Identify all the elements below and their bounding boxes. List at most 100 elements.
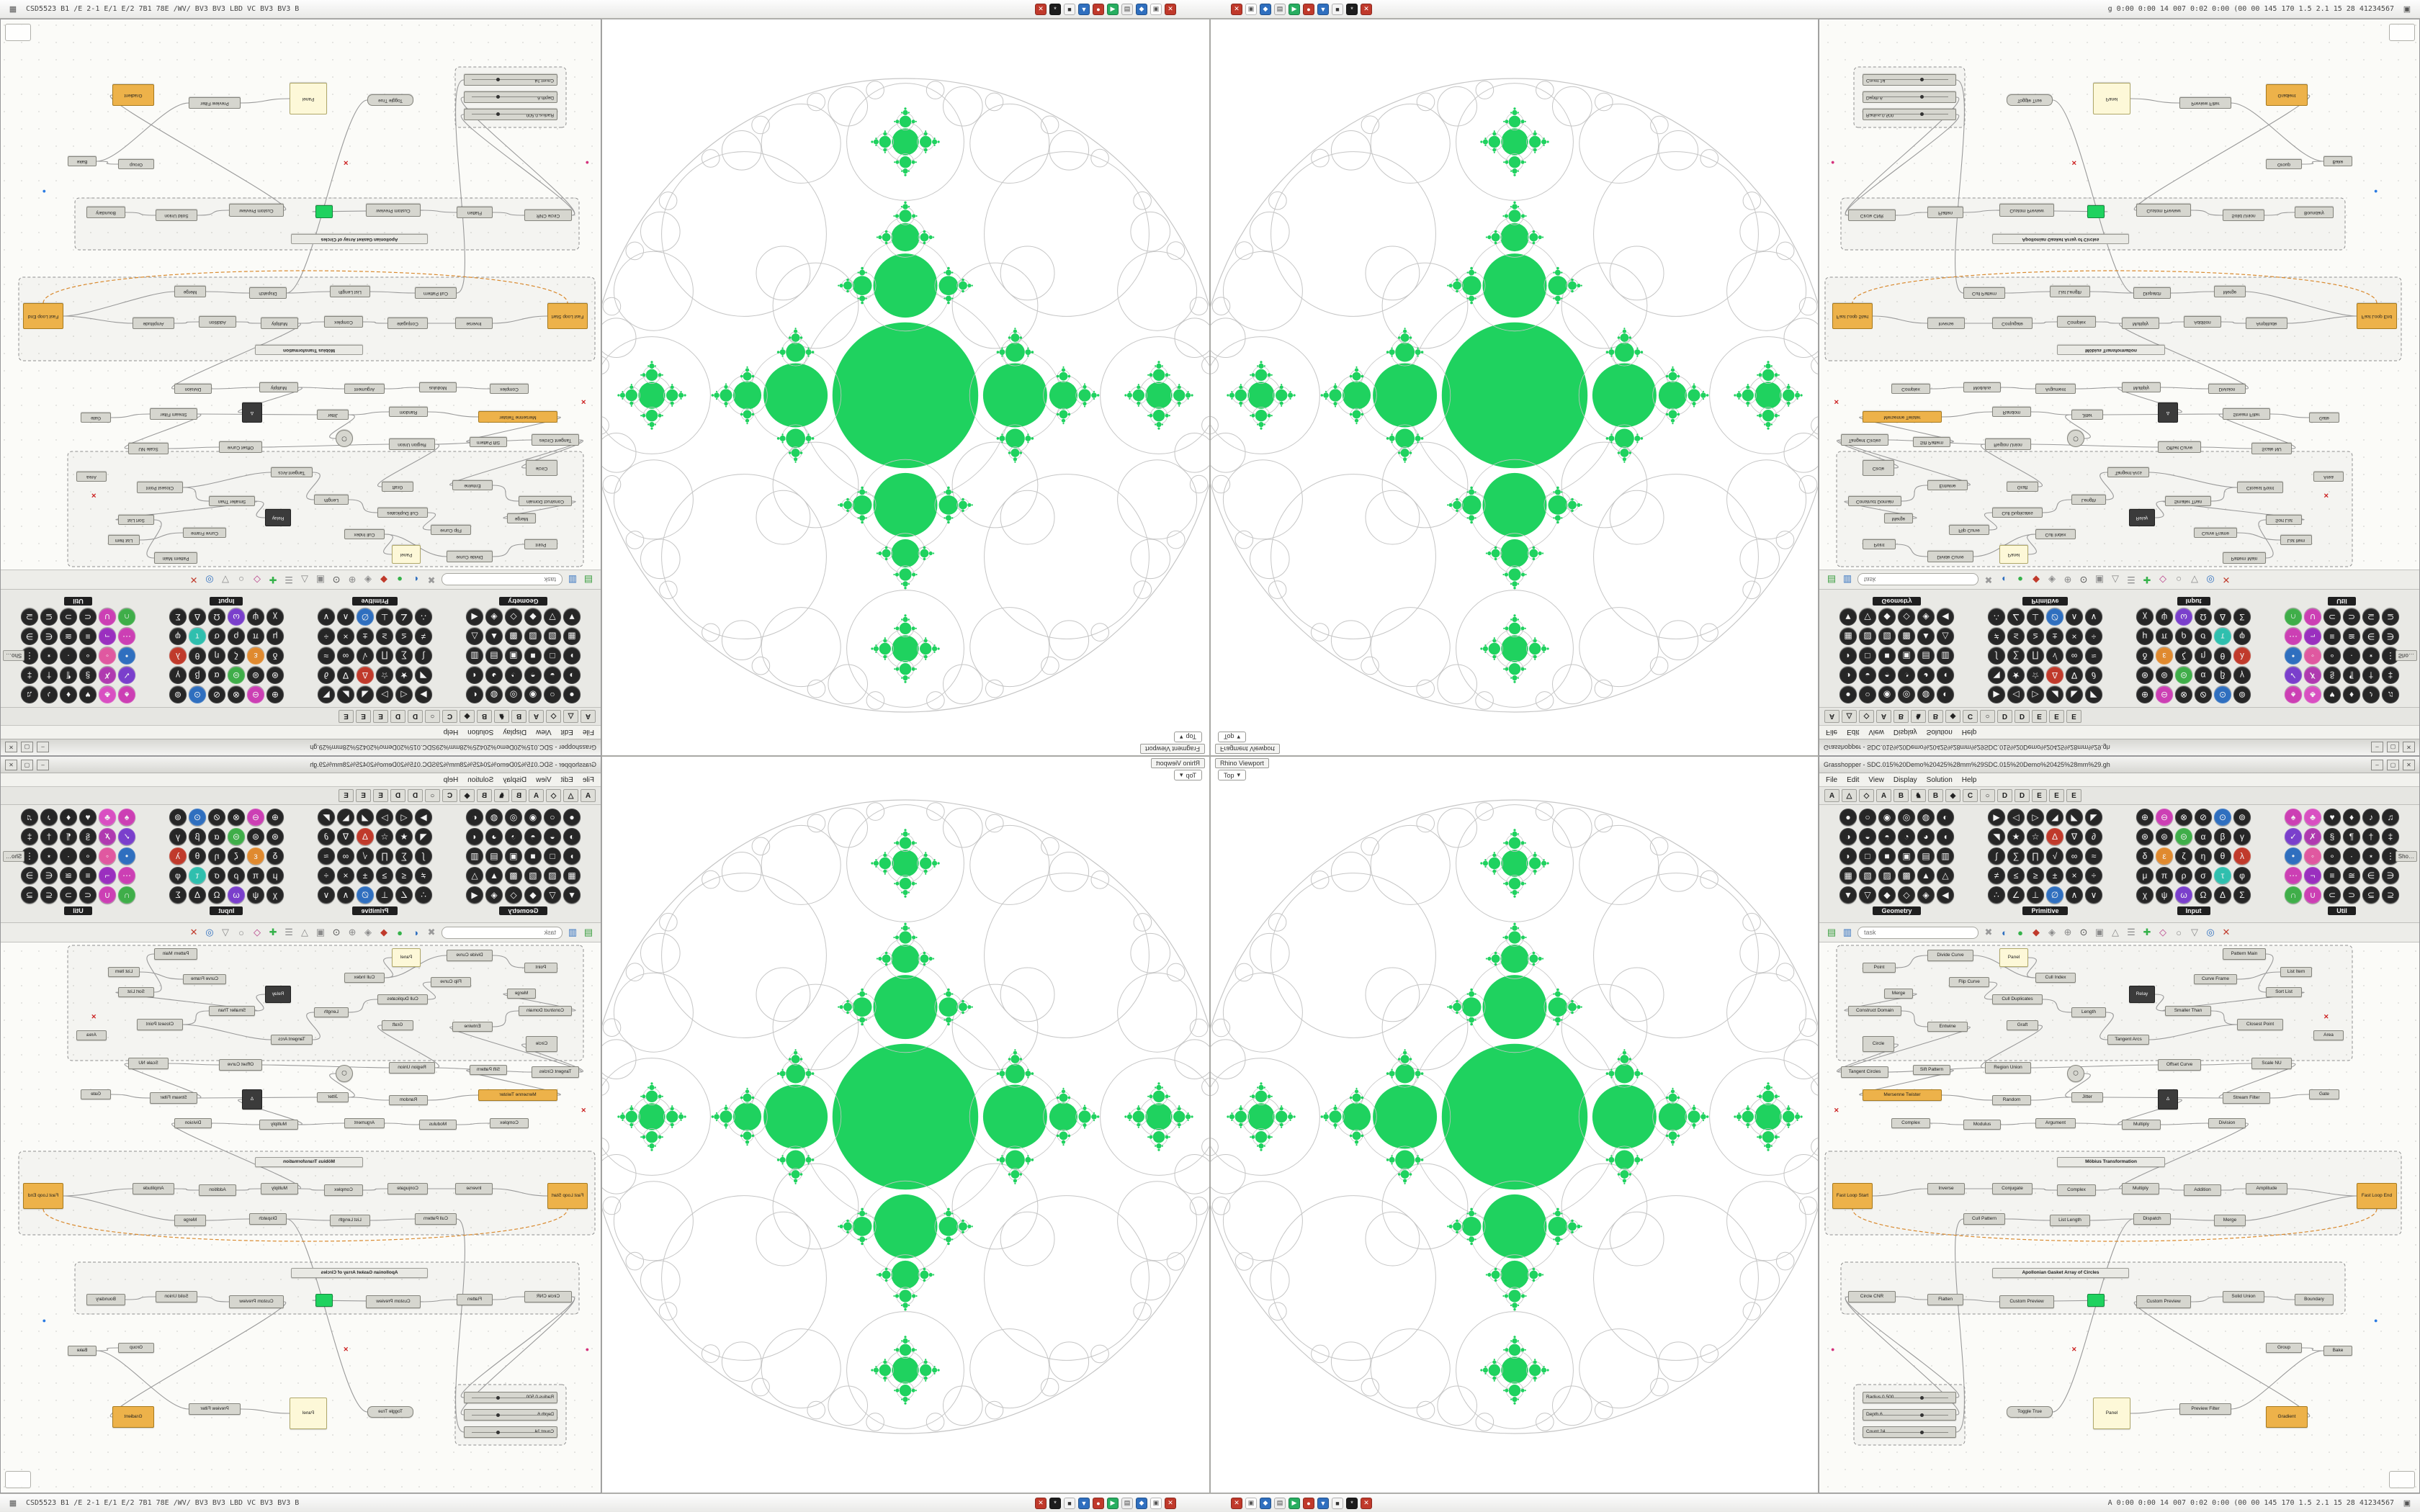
palette-icon[interactable]: □ [1859, 647, 1876, 665]
gh-node[interactable]: Curve Frame [183, 528, 226, 538]
palette-icon[interactable]: ◆ [524, 608, 542, 626]
toolbar-icon[interactable]: ▽ [222, 575, 229, 585]
gh-node[interactable]: Offset Curve [2158, 1059, 2201, 1071]
component-tab[interactable]: B [1894, 710, 1909, 723]
toolbar-icon[interactable]: ◎ [2206, 927, 2215, 937]
gh-node[interactable]: Amplitude [2246, 318, 2287, 329]
palette-icon[interactable]: ⊃ [60, 886, 77, 904]
gh-node[interactable]: Sift Pattern [470, 437, 507, 447]
palette-icon[interactable]: ∨ [318, 608, 335, 626]
palette-icon[interactable]: ▦ [1839, 867, 1857, 884]
palette-icon[interactable]: ◣ [337, 686, 354, 703]
palette-icon[interactable]: ▦ [563, 628, 581, 645]
palette-icon[interactable]: † [2362, 828, 2380, 845]
palette-icon[interactable]: ψ [247, 608, 264, 626]
gh-node[interactable]: Addition [199, 316, 236, 328]
palette-icon[interactable]: ⊥ [2027, 886, 2044, 904]
palette-icon[interactable]: ♫ [2382, 686, 2399, 703]
palette-icon[interactable]: ⊂ [2323, 608, 2341, 626]
palette-icon[interactable]: ◆ [524, 886, 542, 904]
gh-node[interactable]: Fast Loop End [23, 303, 63, 329]
search-input[interactable] [1857, 573, 1978, 586]
palette-icon[interactable]: ⊖ [247, 809, 264, 826]
gh-node[interactable]: Sift Pattern [1913, 1065, 1950, 1075]
gh-node[interactable]: Boundary [2295, 207, 2334, 218]
palette-icon[interactable]: ‡ [2382, 828, 2399, 845]
gh-node[interactable]: Closest Point [2237, 482, 2283, 493]
gh-node[interactable]: Pattern Main [154, 552, 197, 564]
viewport-view-dropdown[interactable]: Top ▾ [1218, 770, 1247, 780]
slider-knob[interactable] [496, 112, 500, 117]
palette-icon[interactable]: ♪ [40, 809, 58, 826]
gh-node[interactable]: Cull Pattern [1963, 287, 2005, 299]
palette-icon[interactable]: ◦ [2304, 847, 2321, 865]
slider-knob[interactable] [1920, 78, 1924, 82]
palette-icon[interactable]: γ [169, 667, 187, 684]
gh-node[interactable]: Boundary [86, 207, 125, 218]
gh-node[interactable]: Sort List [2266, 515, 2302, 525]
gh-node[interactable]: Sift Pattern [1913, 437, 1950, 447]
gh-node[interactable]: Custom Preview [366, 204, 421, 217]
toolbar-icon[interactable]: ☰ [284, 575, 293, 585]
gh-node[interactable]: Inverse [455, 1183, 493, 1194]
palette-icon[interactable]: ∨ [318, 886, 335, 904]
gh-node[interactable]: Solid Union [2223, 210, 2264, 221]
palette-icon[interactable]: ◎ [505, 686, 522, 703]
component-tab[interactable]: E [339, 789, 354, 802]
palette-icon[interactable]: ∧ [2066, 608, 2083, 626]
palette-icon[interactable]: ◈ [485, 608, 503, 626]
gh-node[interactable]: Cull Duplicates [1992, 994, 2043, 1004]
palette-icon[interactable]: ▨ [1878, 628, 1896, 645]
palette-icon[interactable]: • [2285, 647, 2302, 665]
palette-icon[interactable]: ψ [2156, 608, 2173, 626]
gh-node[interactable]: Amplitude [133, 1183, 174, 1194]
palette-icon[interactable]: ⊃ [2343, 886, 2360, 904]
palette-icon[interactable]: ∩ [2285, 886, 2302, 904]
palette-icon[interactable]: • [118, 647, 135, 665]
gh-node[interactable]: Circle [1863, 460, 1894, 476]
gh-node[interactable]: Pattern Main [2223, 948, 2266, 960]
palette-icon[interactable]: ▥ [1937, 647, 1954, 665]
gh-node[interactable]: Offset Curve [219, 1059, 262, 1071]
tray-app-icon[interactable]: * [1049, 1497, 1061, 1509]
palette-icon[interactable]: ∈ [2362, 628, 2380, 645]
palette-icon[interactable]: ε [2156, 847, 2173, 865]
gh-node[interactable]: List Length [2050, 286, 2090, 297]
gh-node[interactable]: Bake [2323, 156, 2352, 166]
toolbar-icon[interactable]: ⊙ [332, 575, 341, 585]
palette-icon[interactable]: ◁ [395, 686, 413, 703]
palette-icon[interactable]: ∘ [2323, 647, 2341, 665]
palette-icon[interactable]: × [337, 628, 354, 645]
palette-icon[interactable]: φ [169, 628, 187, 645]
show-button[interactable]: Sho… [3, 851, 25, 862]
component-tab[interactable]: D [408, 789, 423, 802]
palette-icon[interactable]: ‡ [2382, 667, 2399, 684]
gh-node[interactable]: Δ [242, 402, 262, 423]
palette-icon[interactable]: ⊝ [228, 667, 245, 684]
component-tab[interactable]: C [1963, 789, 1978, 802]
palette-icon[interactable]: λ [169, 647, 187, 665]
gh-node[interactable]: Flip Curve [1949, 977, 1989, 987]
slider-knob[interactable] [1920, 1395, 1924, 1400]
maximize-button[interactable]: ▢ [21, 742, 33, 753]
palette-icon[interactable]: π [2156, 628, 2173, 645]
palette-icon[interactable]: ◥ [1988, 667, 2005, 684]
gh-node[interactable]: Tangent Arcs [271, 467, 313, 477]
gh-node[interactable]: Jitter [2071, 1092, 2103, 1102]
gh-node[interactable]: Panel [1999, 948, 2028, 967]
palette-icon[interactable]: φ [2233, 628, 2251, 645]
tray-app-icon[interactable]: ✕ [1360, 3, 1372, 15]
palette-icon[interactable]: ◁ [2007, 809, 2025, 826]
palette-icon[interactable]: ε [247, 847, 264, 865]
gh-node[interactable]: Tangent Arcs [271, 1035, 313, 1045]
gh-node[interactable]: Gradient [2266, 84, 2308, 106]
palette-icon[interactable]: ∇ [2066, 667, 2083, 684]
palette-icon[interactable]: ◐ [1937, 809, 1954, 826]
gh-node[interactable]: Cull Index [344, 973, 385, 983]
gh-node[interactable]: Complex [324, 1184, 363, 1196]
gh-node[interactable]: Point [524, 963, 557, 973]
slider-knob[interactable] [496, 95, 500, 99]
toolbar-icon[interactable]: ○ [2176, 574, 2182, 585]
palette-icon[interactable]: μ [266, 628, 284, 645]
component-tab[interactable]: D [2015, 789, 2030, 802]
